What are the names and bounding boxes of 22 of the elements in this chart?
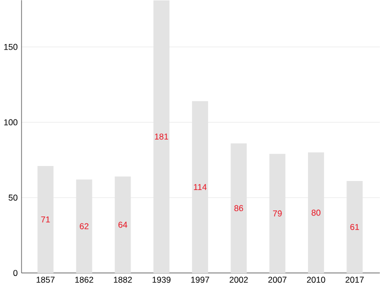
x-tick-label: 2017: [346, 276, 364, 283]
x-tick-label: 2002: [230, 276, 248, 283]
data-label: 181: [154, 133, 168, 140]
data-label: 79: [273, 210, 282, 216]
y-tick-label: 150: [4, 44, 18, 50]
x-tick-label: 1882: [114, 276, 132, 283]
data-label: 86: [234, 205, 244, 212]
data-label: 61: [350, 224, 359, 230]
data-label: 62: [80, 223, 88, 230]
data-label: 71: [41, 216, 50, 222]
data-label: 80: [312, 210, 320, 216]
x-tick-label: 2010: [306, 276, 326, 283]
data-label: 114: [194, 184, 207, 190]
x-tick-label: 2007: [268, 276, 286, 283]
y-tick-label: 100: [4, 119, 18, 126]
y-tick-label: 0: [13, 270, 18, 276]
x-tick-label: 1862: [75, 276, 94, 283]
y-tick-label: 50: [8, 194, 18, 200]
data-label: 64: [118, 222, 128, 228]
x-tick-label: 1939: [152, 276, 170, 283]
x-tick-label: 1857: [36, 276, 55, 283]
x-tick-label: 1997: [191, 276, 210, 283]
